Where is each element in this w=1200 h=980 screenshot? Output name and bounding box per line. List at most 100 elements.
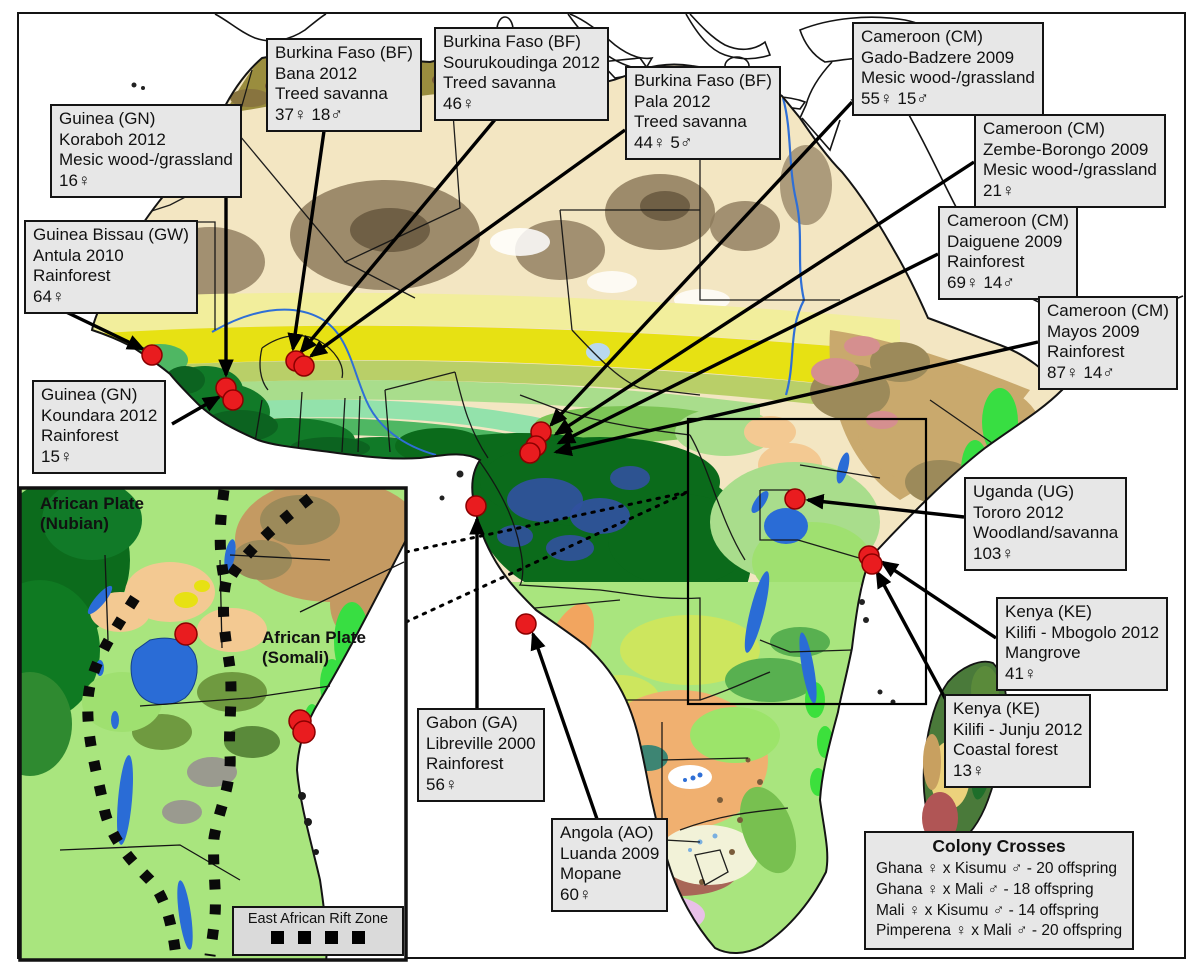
colony-cross-row: Ghana ♀ x Mali ♂ - 18 offspring [876, 880, 1094, 898]
plate-label-line: African Plate [40, 494, 144, 513]
callout-koraboh: Guinea (GN) Koraboh 2012 Mesic wood-/gra… [50, 104, 242, 198]
rift-zone-legend-title: East African Rift Zone [247, 911, 389, 927]
callout-line: 41♀ [1005, 664, 1037, 684]
callout-line: Mangrove [1005, 643, 1081, 663]
callout-line: Cameroon (CM) [861, 27, 983, 46]
rift-dash-swatch [325, 931, 338, 944]
callout-line: 21♀ [983, 181, 1015, 201]
callout-line: Cameroon (CM) [947, 211, 1069, 230]
callout-line: Rainforest [426, 754, 504, 774]
study-region-rectangle [686, 417, 928, 706]
callout-line: Rainforest [947, 252, 1025, 272]
callout-line: Treed savanna [634, 112, 747, 132]
colony-cross-row: Pimperena ♀ x Mali ♂ - 20 offspring [876, 922, 1123, 940]
rift-dash-swatch [352, 931, 365, 944]
site-marker [174, 622, 198, 646]
callout-bana: Burkina Faso (BF) Bana 2012 Treed savann… [266, 38, 422, 132]
colony-crosses-box: Colony Crosses Ghana ♀ x Kisumu ♂ - 20 o… [864, 831, 1135, 951]
callout-line: Mopane [560, 864, 622, 884]
rift-dash-swatch [271, 931, 284, 944]
callout-line: 56♀ [426, 775, 458, 795]
callout-zembe-borongo: Cameroon (CM) Zembe-Borongo 2009 Mesic w… [974, 114, 1166, 208]
callout-line: 44♀ 5♂ [634, 133, 693, 153]
callout-line: Kilifi - Junju 2012 [953, 719, 1083, 739]
callout-line: Rainforest [33, 266, 111, 286]
callout-line: Guinea Bissau (GW) [33, 225, 189, 244]
site-marker [861, 553, 883, 575]
callout-line: 87♀ 14♂ [1047, 363, 1116, 383]
callout-line: Cameroon (CM) [1047, 301, 1169, 320]
callout-line: Sourukoudinga 2012 [443, 52, 600, 72]
colony-crosses-title: Colony Crosses [932, 836, 1066, 856]
inset-site-markers [174, 622, 316, 744]
callout-line: 64♀ [33, 287, 65, 307]
site-marker [222, 389, 244, 411]
site-marker [141, 344, 163, 366]
callout-line: Pala 2012 [634, 91, 711, 111]
callout-line: Zembe-Borongo 2009 [983, 139, 1149, 159]
callout-line: Rainforest [41, 426, 119, 446]
callout-line: 15♀ [41, 447, 73, 467]
site-marker [519, 442, 541, 464]
callout-tororo: Uganda (UG) Tororo 2012 Woodland/savanna… [964, 477, 1128, 571]
callout-line: Guinea (GN) [59, 109, 156, 128]
callout-pala: Burkina Faso (BF) Pala 2012 Treed savann… [625, 66, 781, 160]
callout-line: Rainforest [1047, 342, 1125, 362]
callout-line: Uganda (UG) [973, 482, 1075, 501]
site-marker [465, 495, 487, 517]
site-marker [784, 488, 806, 510]
callout-line: Cameroon (CM) [983, 119, 1105, 138]
callout-line: Kenya (KE) [1005, 602, 1092, 621]
plate-label-nubian: African Plate (Nubian) [40, 494, 144, 534]
callout-koundara: Guinea (GN) Koundara 2012 Rainforest 15♀ [32, 380, 167, 474]
small-islands [131, 82, 896, 705]
site-marker [293, 355, 315, 377]
callout-line: 13♀ [953, 761, 985, 781]
callout-line: 46♀ [443, 94, 475, 114]
callout-line: 103♀ [973, 544, 1015, 564]
callout-line: Mesic wood-/grassland [983, 160, 1157, 180]
callout-line: Koraboh 2012 [59, 129, 166, 149]
callout-line: Mesic wood-/grassland [861, 68, 1035, 88]
rift-inset-map [18, 486, 408, 962]
callout-arrows [61, 100, 1039, 820]
callout-line: Kenya (KE) [953, 699, 1040, 718]
callout-luanda: Angola (AO) Luanda 2009 Mopane 60♀ [551, 818, 669, 912]
callout-mayos: Cameroon (CM) Mayos 2009 Rainforest 87♀ … [1038, 296, 1178, 390]
callout-line: 16♀ [59, 171, 91, 191]
colony-cross-row: Mali ♀ x Kisumu ♂ - 14 offspring [876, 901, 1099, 919]
callout-line: Angola (AO) [560, 823, 654, 842]
plate-label-line: African Plate [262, 628, 366, 647]
callout-sourukoudinga: Burkina Faso (BF) Sourukoudinga 2012 Tre… [434, 27, 609, 121]
callout-line: Mesic wood-/grassland [59, 150, 233, 170]
callout-line: Luanda 2009 [560, 843, 660, 863]
callout-daiguene: Cameroon (CM) Daiguene 2009 Rainforest 6… [938, 206, 1078, 300]
callout-antula: Guinea Bissau (GW) Antula 2010 Rainfores… [24, 220, 198, 314]
callout-line: Burkina Faso (BF) [275, 43, 413, 62]
callout-libreville: Gabon (GA) Libreville 2000 Rainforest 56… [417, 708, 545, 802]
callout-line: Daiguene 2009 [947, 231, 1063, 251]
callout-gado-badzere: Cameroon (CM) Gado-Badzere 2009 Mesic wo… [852, 22, 1044, 116]
callout-line: 69♀ 14♂ [947, 273, 1016, 293]
figure-frame [17, 12, 1186, 959]
callout-line: Coastal forest [953, 740, 1058, 760]
callout-mbogolo: Kenya (KE) Kilifi - Mbogolo 2012 Mangrov… [996, 597, 1169, 691]
rift-dash-swatch [298, 931, 311, 944]
plate-label-line: (Nubian) [40, 514, 109, 534]
callout-line: Woodland/savanna [973, 523, 1119, 543]
callout-line: Bana 2012 [275, 63, 358, 83]
callout-line: Koundara 2012 [41, 405, 158, 425]
rift-zone-dashes [82, 489, 314, 957]
callout-line: Tororo 2012 [973, 502, 1064, 522]
callout-junju: Kenya (KE) Kilifi - Junju 2012 Coastal f… [944, 694, 1092, 788]
callout-line: Antula 2010 [33, 245, 124, 265]
callout-line: 37♀ 18♂ [275, 105, 344, 125]
callout-line: Mayos 2009 [1047, 321, 1140, 341]
site-marker [515, 613, 537, 635]
site-marker [292, 720, 316, 744]
inset-connector-lines [404, 490, 690, 624]
callout-line: Gabon (GA) [426, 713, 518, 732]
callout-line: Gado-Badzere 2009 [861, 47, 1015, 67]
